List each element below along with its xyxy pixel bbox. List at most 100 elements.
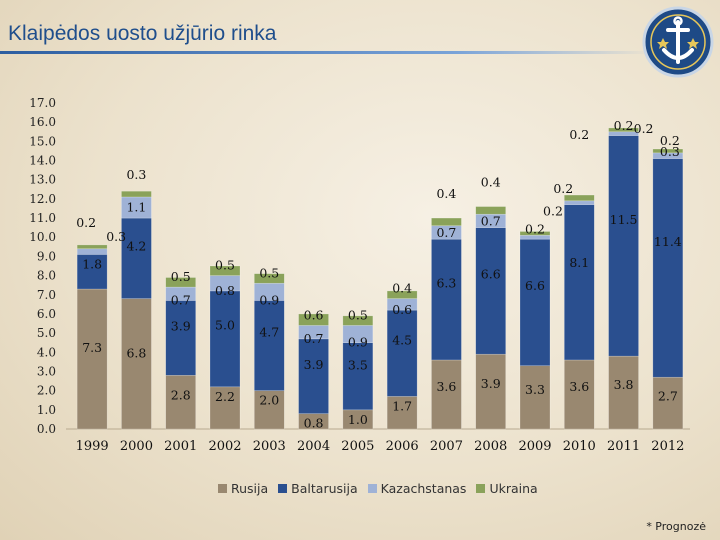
bar-baltarusija: [121, 217, 152, 299]
label-baltarusija: 5.0: [215, 317, 235, 332]
bar-rusija: [76, 288, 108, 430]
bar-baltarusija: [608, 135, 639, 357]
x-tick-label: 2003: [253, 439, 286, 454]
label-kazachstanas: 0.7: [304, 331, 324, 346]
x-tick-label: 2010: [563, 439, 596, 454]
bar-rusija: [652, 376, 684, 430]
label-baltarusija: 4.7: [259, 325, 279, 340]
label-kazachstanas: 0.8: [215, 283, 235, 298]
legend-item-rusija: Rusija: [218, 481, 268, 496]
x-tick-label: 2007: [430, 439, 463, 454]
y-tick-label: 12.0: [29, 192, 56, 206]
label-ukraina: 0.4: [392, 281, 412, 296]
label-kazachstanas: 0.7: [481, 214, 501, 229]
bar-rusija: [431, 359, 462, 430]
label-ukraina: 0.2: [660, 133, 680, 148]
legend-label-rusija: Rusija: [231, 481, 269, 496]
label-kazachstanas: 0.7: [171, 293, 191, 308]
label-rusija: 3.3: [525, 382, 545, 397]
bar-baltarusija: [475, 227, 507, 355]
bar-rusija: [608, 355, 639, 430]
title-underline: [0, 51, 652, 54]
label-ukraina: 0.2: [543, 203, 563, 218]
y-tick-label: 4.0: [37, 345, 56, 359]
label-kazachstanas: 0.2: [553, 181, 573, 196]
label-baltarusija: 3.5: [348, 358, 368, 373]
y-tick-label: 16.0: [29, 115, 56, 129]
label-rusija: 3.8: [614, 377, 634, 392]
x-tick-label: 2004: [297, 439, 330, 454]
legend-label-ukraina: Ukraina: [489, 481, 538, 496]
bar-ukraina: [475, 206, 507, 215]
y-tick-label: 10.0: [29, 230, 56, 244]
bar-baltarusija: [342, 342, 374, 411]
y-tick-label: 3.0: [37, 364, 56, 378]
label-kazachstanas: 0.6: [392, 302, 412, 317]
label-kazachstanas: 1.1: [126, 200, 146, 215]
bar-rusija: [519, 365, 551, 430]
bar-baltarusija: [165, 300, 197, 376]
label-ukraina: 0.4: [436, 186, 456, 201]
x-tick-label: 2012: [651, 439, 684, 454]
bar-baltarusija: [253, 300, 285, 391]
y-tick-label: 1.0: [37, 403, 56, 417]
bar-baltarusija: [519, 238, 551, 367]
y-tick-label: 2.0: [37, 384, 56, 398]
x-tick-label: 2011: [607, 439, 640, 454]
label-ukraina: 0.2: [614, 118, 634, 133]
bar-ukraina: [652, 148, 684, 154]
y-tick-label: 17.0: [29, 96, 56, 110]
bar-ukraina: [209, 265, 241, 276]
bar-ukraina: [519, 231, 551, 236]
bar-ukraina: [563, 194, 595, 202]
port-anchor-logo: [642, 6, 714, 78]
legend-swatch-ukraina: [476, 484, 486, 493]
label-kazachstanas: 0.9: [259, 293, 279, 308]
label-rusija: 7.3: [82, 340, 102, 355]
bar-ukraina: [76, 244, 108, 250]
forecast-footnote: * Prognozė: [646, 520, 706, 533]
label-rusija: 3.9: [481, 376, 501, 391]
label-baltarusija: 6.6: [481, 266, 501, 281]
bar-baltarusija: [386, 309, 418, 397]
bar-baltarusija: [298, 338, 329, 414]
label-kazachstanas: 0.2: [525, 221, 545, 236]
y-tick-label: 13.0: [29, 173, 56, 187]
x-axis: 1999 2000 2001 2002 2003 2004 2005 2006 2007 2008…: [76, 439, 685, 454]
label-rusija: 1.0: [348, 412, 368, 427]
y-tick-label: 14.0: [29, 154, 56, 168]
label-ukraina: 0.5: [259, 265, 279, 280]
label-rusija: 2.7: [658, 389, 678, 404]
bar-series: [76, 127, 684, 430]
page-title: Klaipėdos uosto užjūrio rinka: [8, 22, 277, 45]
label-baltarusija: 3.9: [304, 357, 324, 372]
label-ukraina: 0.5: [171, 269, 191, 284]
bar-rusija: [563, 359, 595, 430]
bar-rusija: [475, 353, 507, 430]
x-tick-label: 2002: [208, 439, 241, 454]
bar-rusija: [121, 298, 152, 430]
label-rusija: 3.6: [436, 379, 456, 394]
label-kazachstanas: 0.9: [348, 335, 368, 350]
bar-ukraina: [253, 273, 285, 284]
label-ukraina: 0.5: [348, 307, 368, 322]
y-axis: 0.0 1.0 2.0 3.0 4.0 5.0 6.0 7.0 8.0 9.0 10.0 11.0 12…: [29, 96, 690, 436]
y-tick-label: 7.0: [37, 288, 56, 302]
label-baltarusija: 8.1: [569, 255, 589, 270]
label-kazachstanas: 0.3: [106, 229, 126, 244]
label-kazachstanas: 0.3: [660, 144, 680, 159]
label-baltarusija: 1.8: [82, 256, 102, 271]
bar-baltarusija: [431, 238, 462, 361]
y-tick-label: 11.0: [29, 211, 56, 225]
legend-item-kazachstanas: Kazachstanas: [367, 481, 467, 496]
y-tick-label: 0.0: [37, 422, 56, 436]
data-labels: 7.31.80.30.26.84.21.10.32.83.90.70.52.25…: [76, 118, 682, 431]
label-ukraina: 0.4: [481, 175, 501, 190]
label-rusija: 3.6: [569, 379, 589, 394]
legend-label-kazachstanas: Kazachstanas: [380, 481, 467, 496]
label-baltarusija: 6.3: [436, 275, 456, 290]
bar-kazachstanas: [563, 200, 595, 205]
label-kazachstanas: 0.7: [436, 225, 456, 240]
label-rusija: 1.7: [392, 398, 412, 413]
bar-kazachstanas: [76, 248, 108, 255]
